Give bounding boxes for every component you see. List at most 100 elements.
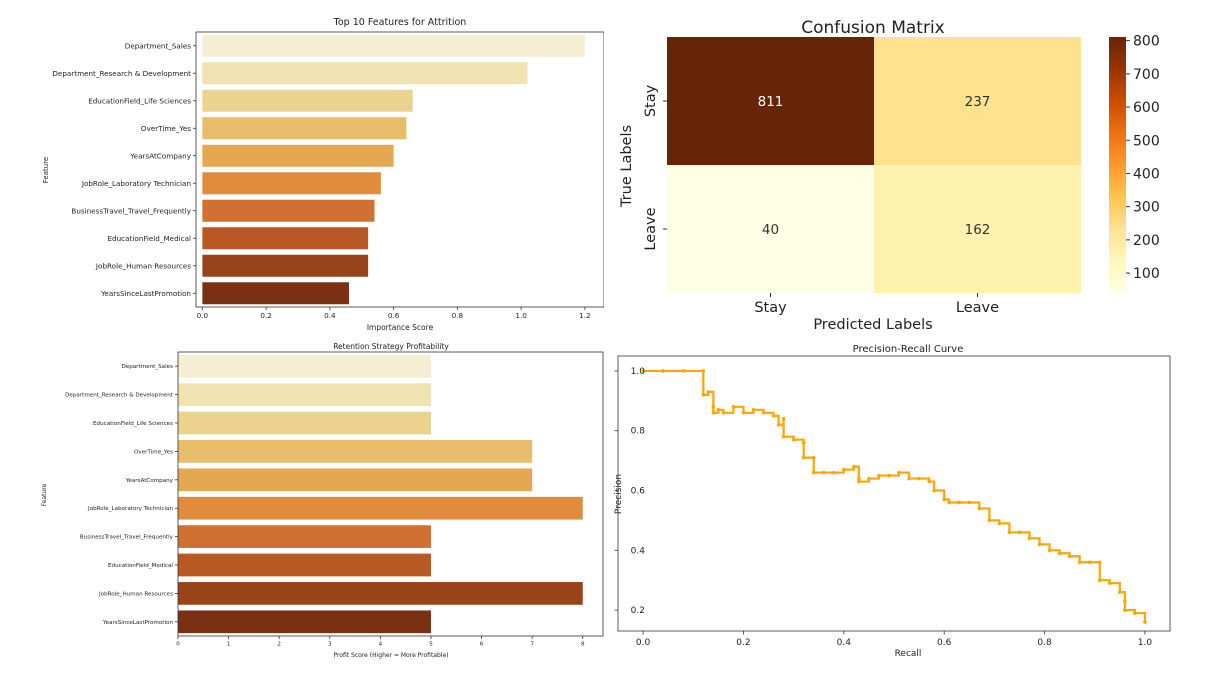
pr-point: [907, 476, 911, 481]
pr-point: [1087, 560, 1092, 565]
y-tick-label: YearsAtCompany: [129, 151, 192, 160]
y-tick-label: JobRole_Laboratory Technician: [81, 179, 191, 188]
y-tick-label: Department_Research & Development: [52, 69, 191, 78]
confusion-matrix-chart: Confusion Matrix Predicted Labels True L…: [619, 18, 1160, 333]
pr-point: [681, 369, 686, 373]
pr-point: [761, 410, 766, 415]
heatmap-cell: [874, 165, 1081, 293]
x-tick-label: 0.2: [736, 638, 750, 648]
x-tick-label: 0.8: [452, 311, 464, 320]
x-tick-label: 2: [277, 642, 281, 648]
pr-point: [781, 434, 786, 439]
bar: [178, 440, 533, 463]
y-tick-label: JobRole_Human Resources: [95, 261, 191, 270]
pr-point: [741, 410, 746, 415]
bar: [178, 496, 583, 520]
x-tick-label: 0.4: [324, 311, 336, 320]
y-tick-label: Department_Sales: [121, 364, 173, 370]
y-tick-label: OverTime_Yes: [134, 449, 173, 455]
pr-point: [791, 437, 796, 442]
pr-point: [1057, 551, 1062, 556]
bar: [202, 144, 394, 167]
pr-point: [701, 393, 706, 397]
x-tick-label: 0: [176, 642, 180, 648]
chart-title: Precision-Recall Curve: [853, 344, 964, 355]
x-tick-label: Stay: [754, 300, 787, 316]
pr-point: [947, 500, 951, 505]
bar: [202, 34, 585, 57]
x-tick-label: 7: [530, 642, 534, 648]
y-tick-label: Department_Sales: [125, 41, 191, 50]
bar: [202, 227, 369, 250]
pr-point: [701, 369, 706, 373]
y-axis-label: Feature: [42, 157, 50, 183]
bar: [178, 468, 533, 492]
bar: [178, 411, 431, 435]
x-tick-label: 1.2: [579, 311, 590, 320]
y-tick-label: YearsSinceLastPromotion: [102, 620, 173, 626]
pr-point: [857, 479, 861, 484]
pr-point: [932, 488, 936, 493]
y-axis-label: Feature: [41, 483, 48, 506]
x-tick-label: 0.2: [260, 311, 271, 320]
y-tick-label: 0.2: [631, 606, 645, 616]
pr-point: [711, 405, 716, 409]
cell-value-label: 162: [965, 222, 991, 238]
x-tick-label: Leave: [956, 300, 999, 316]
x-tick-label: 0.0: [197, 311, 209, 320]
pr-point: [641, 369, 645, 373]
bar: [178, 383, 431, 406]
bar: [178, 525, 431, 548]
pr-point: [706, 390, 711, 394]
pr-point: [967, 500, 972, 505]
x-tick-label: 1: [227, 642, 231, 648]
y-tick-label: 0.6: [631, 487, 646, 497]
x-tick-label: 0.8: [1037, 638, 1052, 648]
pr-point: [857, 476, 861, 481]
x-tick-label: 6: [480, 642, 484, 648]
x-tick-label: 1.0: [1138, 638, 1153, 648]
retention-profitability-chart: Retention Strategy Profitability Profit …: [41, 342, 604, 659]
x-axis-label: Predicted Labels: [813, 317, 932, 333]
plot-frame: [617, 355, 1171, 632]
pr-point: [957, 500, 962, 505]
pr-point: [1027, 536, 1032, 541]
x-axis-label: Importance Score: [367, 323, 434, 332]
y-tick-label: JobRole_Human Resources: [98, 591, 173, 597]
pr-point: [1118, 590, 1122, 594]
pr-point: [661, 369, 665, 373]
pr-point: [1037, 542, 1042, 547]
bar: [178, 553, 431, 577]
bar: [202, 254, 369, 277]
x-axis-label: Profit Score (Higher = More Profitable): [333, 652, 448, 659]
colorbar: [1109, 37, 1126, 293]
y-tick-label: 0.4: [631, 546, 646, 556]
colorbar-tick-label: 100: [1133, 266, 1160, 282]
colorbar-tick-label: 300: [1133, 200, 1160, 216]
colorbar-tick-label: 400: [1133, 166, 1160, 182]
heatmap-cell: [667, 37, 874, 165]
colorbar-tick-label: 500: [1133, 133, 1160, 149]
pr-point: [1017, 530, 1022, 535]
pr-point: [917, 476, 921, 481]
x-axis-label: Recall: [895, 649, 922, 659]
bar: [178, 610, 431, 634]
pr-point: [801, 440, 806, 445]
pr-point: [1097, 578, 1102, 582]
y-tick-label: EducationField_Life Sciences: [93, 421, 173, 427]
colorbar-tick-label: 700: [1133, 67, 1160, 83]
x-tick-label: 0.6: [937, 638, 952, 648]
x-tick-label: 0.6: [388, 311, 400, 320]
x-tick-label: 0.4: [837, 638, 852, 648]
bar: [202, 172, 381, 195]
pr-point: [867, 476, 871, 481]
y-tick-label: Department_Research & Development: [65, 393, 174, 399]
pr-point: [842, 467, 846, 472]
cell-value-label: 237: [965, 94, 991, 110]
bar: [202, 62, 528, 85]
bar: [202, 117, 407, 140]
precision-recall-chart: Precision-Recall Curve Recall Precision …: [614, 344, 1171, 659]
pr-point: [1123, 608, 1127, 612]
pr-point: [716, 408, 721, 412]
pr-point: [997, 521, 1002, 526]
